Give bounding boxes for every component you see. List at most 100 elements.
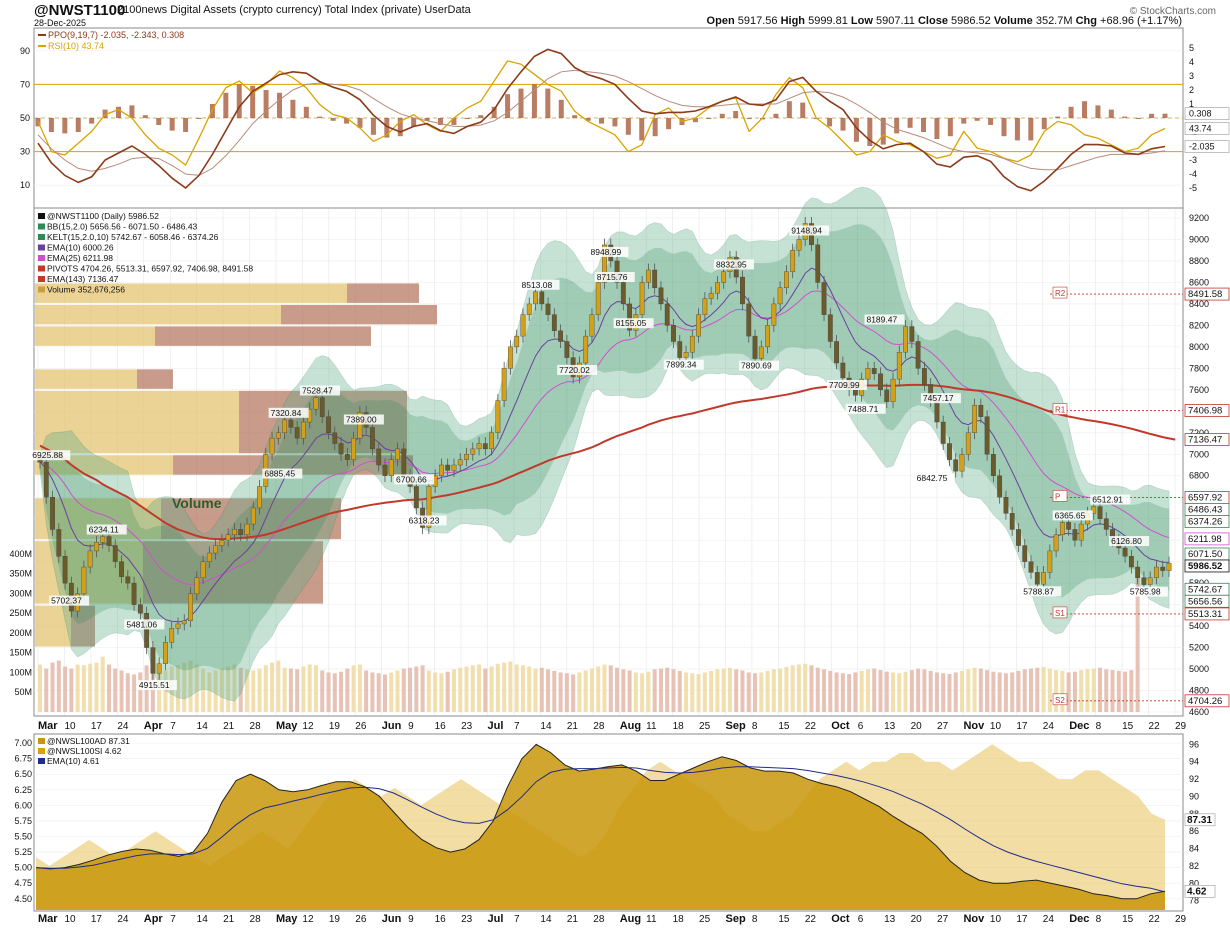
candle-body <box>470 448 476 455</box>
price-legend-swatch <box>38 265 45 272</box>
x-axis-tick-label: Jul <box>488 720 504 732</box>
volume-bar <box>1091 668 1096 712</box>
volume-bar <box>1098 667 1103 712</box>
volume-bar <box>558 672 563 712</box>
price-value-tag <box>1184 559 1230 573</box>
volume-bar <box>646 671 651 712</box>
ppo-histogram-bar <box>719 113 725 118</box>
ppo-histogram-bar <box>853 118 859 142</box>
price-value-tag-text: 6071.50 <box>1188 549 1222 560</box>
volume-bar <box>75 664 80 712</box>
candle-body <box>514 335 520 348</box>
breadth-right-tick: 80 <box>1189 878 1199 888</box>
volume-bar <box>815 667 820 712</box>
candle-body <box>564 341 570 358</box>
ppo-histogram-bar <box>1014 118 1020 141</box>
candle-body <box>821 282 827 315</box>
price-value-tag <box>1184 404 1230 417</box>
volume-bar <box>339 671 344 712</box>
volume-bar <box>834 672 839 712</box>
price-value-tag <box>1184 694 1230 708</box>
breadth-right-tick: 82 <box>1189 861 1199 871</box>
x-axis-bottom-tick-label: 8 <box>1096 914 1102 925</box>
price-axis-tick: 8000 <box>1189 342 1209 352</box>
candle-body <box>646 269 651 283</box>
candle-body <box>715 282 720 294</box>
x-axis-tick-label: 16 <box>435 721 447 732</box>
ppo-histogram-bar <box>62 118 68 134</box>
volume-bar <box>840 673 845 712</box>
candle-body <box>972 404 977 433</box>
candle-body <box>1003 497 1009 514</box>
volume-bar <box>495 663 500 712</box>
ppo-histogram-bar <box>169 118 175 131</box>
volume-bar <box>69 668 74 712</box>
close-label: Close <box>917 15 948 27</box>
volume-bar <box>527 666 532 712</box>
candle-body <box>520 314 526 337</box>
x-axis-bottom-tick-label: 8 <box>752 914 758 925</box>
candle-body <box>169 628 175 643</box>
volume-bar <box>658 668 663 712</box>
ppo-histogram-bar <box>894 118 900 134</box>
volume-bar <box>433 672 438 712</box>
breadth-legend-entry: @NWSL100SI 4.62 <box>47 746 122 756</box>
volume-bar <box>376 673 381 712</box>
volume-bar <box>922 669 927 712</box>
ppo-axis-tick: 3 <box>1189 71 1194 81</box>
x-axis-tick-label: 26 <box>355 721 367 732</box>
x-axis-bottom-tick-label: 28 <box>250 914 262 925</box>
ppo-histogram-bar <box>424 118 430 121</box>
ppo-histogram-bar <box>196 118 202 119</box>
x-axis-bottom-tick-label: Sep <box>725 913 745 925</box>
price-annotation-bg <box>268 407 309 418</box>
pivot-tag <box>1052 286 1068 299</box>
candle-body <box>482 443 488 450</box>
keltner-channel-area <box>40 224 1169 671</box>
volume-bar <box>702 672 707 712</box>
ppo-histogram-bar <box>1122 116 1128 118</box>
candle-body <box>1016 529 1021 546</box>
ppo-histogram-bar <box>1028 118 1034 141</box>
ppo-axis-tick: 4 <box>1189 57 1194 67</box>
candle-body <box>376 448 382 466</box>
ppo-histogram-bar <box>907 118 913 128</box>
volume-bar <box>684 672 689 712</box>
price-value-tag-text: 5742.67 <box>1188 584 1222 595</box>
candle-body <box>1135 566 1141 578</box>
volume-bar <box>916 668 921 712</box>
volume-bar <box>50 662 55 712</box>
ppo-line <box>37 48 1166 192</box>
pivot-tag-text: S1 <box>1055 609 1065 618</box>
candle-body <box>137 604 143 614</box>
x-axis-bottom-tick-label: Apr <box>144 913 164 925</box>
breadth-legend-swatch <box>38 748 45 754</box>
volume-bar <box>960 670 965 712</box>
ppo-histogram-bar <box>505 94 511 118</box>
volume-by-price-down-bar <box>155 326 371 346</box>
price-annotation-bg <box>49 595 90 606</box>
candle-body <box>1066 522 1072 530</box>
volume-bar <box>978 668 983 712</box>
volume-bar <box>746 672 751 712</box>
indicator-value-tag-text: -2.035 <box>1189 141 1215 151</box>
price-axis-tick: 8200 <box>1189 320 1209 330</box>
volume-bar <box>633 672 638 712</box>
volume-bar <box>1029 668 1034 712</box>
candle-body <box>1041 572 1046 585</box>
ppo-histogram-bar <box>370 118 376 135</box>
x-axis-bottom-tick-label: Jul <box>488 913 504 925</box>
price-legend-swatch <box>38 234 45 240</box>
volume-bar <box>1129 670 1134 712</box>
x-axis-tick-label: 20 <box>911 721 923 732</box>
ppo-histogram-bar <box>934 118 940 139</box>
ppo-histogram-bar <box>223 92 229 118</box>
volume-bar <box>1060 670 1065 712</box>
volume-by-price-down-bar <box>71 605 95 647</box>
candle-body <box>959 454 965 472</box>
candle-body <box>940 421 946 444</box>
volume-bar <box>1079 670 1084 712</box>
candle-body <box>765 325 770 348</box>
price-annotation: 7320.84 <box>271 408 302 418</box>
volume-bar <box>552 670 557 712</box>
